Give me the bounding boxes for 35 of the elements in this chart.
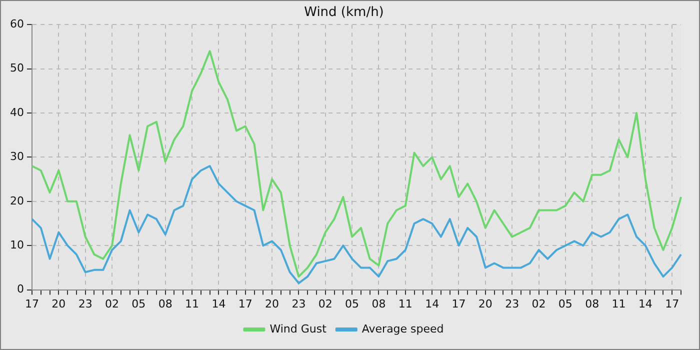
x-tick-label: 08	[158, 297, 172, 310]
x-tick-label: 20	[52, 297, 66, 310]
x-tick-label: 20	[265, 297, 280, 310]
y-tick-label: 50	[10, 62, 24, 75]
x-tick-label: 23	[292, 297, 306, 310]
x-tick-label: 05	[132, 297, 146, 310]
x-tick-label: 02	[318, 297, 332, 310]
x-tick-label: 17	[452, 297, 466, 310]
x-tick-label: 11	[612, 297, 626, 310]
legend-label: Wind Gust	[270, 322, 328, 336]
x-tick-label: 14	[638, 297, 652, 310]
x-tick-label: 17	[665, 297, 680, 310]
chart-title: Wind (km/h)	[304, 5, 384, 20]
x-tick-label: 08	[372, 297, 386, 310]
x-tick-label: 11	[185, 297, 200, 310]
x-tick-label: 23	[505, 297, 520, 310]
x-tick-label: 17	[24, 297, 39, 310]
y-tick-label: 10	[10, 238, 24, 252]
y-tick-label: 30	[10, 150, 24, 164]
x-tick-label: 02	[532, 297, 546, 310]
x-tick-label: 08	[585, 297, 600, 310]
x-tick-label: 23	[78, 297, 92, 310]
x-tick-label: 05	[558, 297, 572, 310]
legend-label: Average speed	[362, 322, 444, 336]
x-tick-label: 14	[212, 297, 226, 310]
y-tick-label: 60	[10, 17, 24, 30]
x-tick-label: 05	[345, 297, 360, 310]
y-tick-label: 20	[10, 194, 24, 208]
x-tick-label: 20	[478, 297, 492, 310]
x-tick-label: 14	[425, 297, 440, 310]
x-tick-label: 17	[238, 297, 252, 310]
y-tick-label: 0	[16, 282, 24, 296]
y-tick-label: 40	[10, 106, 24, 119]
x-tick-label: 11	[398, 297, 412, 310]
x-tick-label: 02	[105, 297, 120, 310]
